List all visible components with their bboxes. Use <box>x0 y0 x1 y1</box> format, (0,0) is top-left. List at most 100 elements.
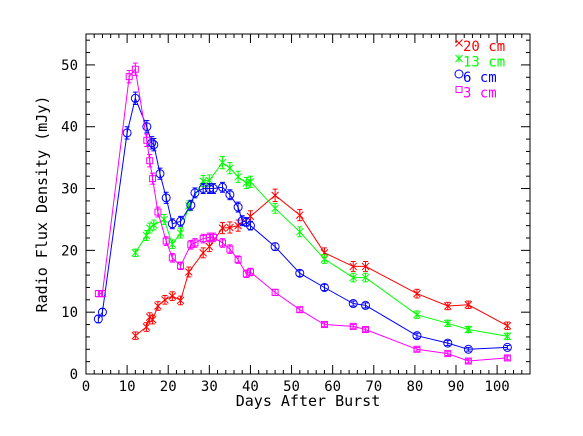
data-point <box>234 221 242 230</box>
data-point <box>167 219 177 229</box>
data-point <box>218 158 227 167</box>
data-point <box>205 242 214 251</box>
x-tick-label: 70 <box>365 379 382 395</box>
data-point <box>142 122 152 132</box>
data-point <box>160 215 168 224</box>
data-point <box>246 177 255 186</box>
error-bar <box>200 183 206 194</box>
data-point <box>154 302 162 310</box>
error-bar <box>178 215 184 227</box>
legend-label: 6 cm <box>463 70 497 86</box>
error-bar <box>321 283 327 292</box>
data-point <box>161 193 171 203</box>
error-bar <box>144 133 150 148</box>
error-bar <box>504 355 510 361</box>
data-point <box>176 216 186 226</box>
data-point <box>98 290 106 298</box>
error-bar <box>350 324 356 329</box>
data-point <box>295 227 304 236</box>
data-point <box>131 248 140 257</box>
error-bar <box>210 183 216 194</box>
data-point <box>226 164 234 173</box>
error-bar <box>363 327 369 332</box>
data-point <box>503 321 512 330</box>
data-point <box>209 233 217 241</box>
data-point <box>413 289 421 298</box>
error-bar <box>414 332 420 339</box>
x-tick-label: 10 <box>119 379 136 395</box>
data-point <box>125 73 133 81</box>
data-point <box>295 211 304 219</box>
axes: 0 10 20 30 40 50 60 70 80 90 100 0 10 20 30 40 50 <box>61 33 531 395</box>
legend-item: 13 cm <box>455 54 505 71</box>
data-point <box>130 93 140 103</box>
x-tick-label: 80 <box>406 379 423 395</box>
error-bar <box>243 269 249 279</box>
data-point <box>176 296 185 305</box>
data-point <box>149 221 158 230</box>
error-bar <box>235 255 241 264</box>
error-bar <box>414 346 420 352</box>
data-point <box>413 310 421 319</box>
data-point <box>154 208 162 216</box>
data-point <box>503 332 512 341</box>
data-point <box>270 242 280 252</box>
data-point <box>271 191 279 200</box>
legend-item: 6 cm <box>454 69 497 86</box>
data-point <box>234 172 242 181</box>
y-tick-label: 50 <box>61 58 78 74</box>
legend-item: 3 cm <box>455 86 497 102</box>
data-point <box>187 241 195 249</box>
error-bar <box>178 261 184 271</box>
error-bar <box>126 69 132 84</box>
data-point <box>191 239 199 247</box>
data-point <box>271 288 279 296</box>
error-bar <box>132 62 138 76</box>
data-point <box>184 268 193 276</box>
error-bar <box>363 302 369 309</box>
data-point <box>443 338 453 348</box>
x-tick-label: 40 <box>242 379 259 395</box>
legend-label: 20 cm <box>463 39 505 55</box>
x-tick-label: 100 <box>484 379 509 395</box>
y-tick-label: 30 <box>61 182 78 198</box>
data-point <box>148 315 157 324</box>
data-point <box>142 323 151 331</box>
y-tick-label: 40 <box>61 120 78 136</box>
data-point <box>246 268 254 276</box>
data-point <box>361 300 371 310</box>
data-point <box>218 239 226 247</box>
legend-label: 13 cm <box>463 55 505 71</box>
error-bar <box>150 172 156 185</box>
data-point <box>208 184 218 194</box>
data-point <box>190 188 200 198</box>
legend-item: 20 cm <box>455 39 505 55</box>
error-bar <box>350 300 356 307</box>
data-point <box>177 262 185 270</box>
series-line <box>134 161 508 337</box>
data-point <box>161 295 169 304</box>
legend-label: 3 cm <box>463 86 497 102</box>
legend-marker <box>455 86 463 93</box>
data-point <box>199 248 208 257</box>
x-tick-label: 20 <box>160 379 177 395</box>
x-tick-label: 90 <box>448 379 465 395</box>
data-point <box>225 190 235 200</box>
data-point <box>319 282 329 292</box>
data-point <box>155 169 165 179</box>
data-point <box>320 255 329 264</box>
error-bar <box>147 154 153 168</box>
data-point <box>122 128 132 138</box>
data-point <box>348 299 358 309</box>
data-point <box>295 268 305 278</box>
x-axis-title: Days After Burst <box>236 392 381 410</box>
data-point <box>131 65 139 73</box>
data-point <box>349 322 357 330</box>
data-point <box>503 354 511 362</box>
error-bar <box>247 267 253 277</box>
data-point <box>502 342 512 352</box>
y-axis-title: Radio Flux Density (mJy) <box>33 96 51 313</box>
legend-marker <box>454 69 464 79</box>
x-tick-label: 0 <box>82 379 90 395</box>
